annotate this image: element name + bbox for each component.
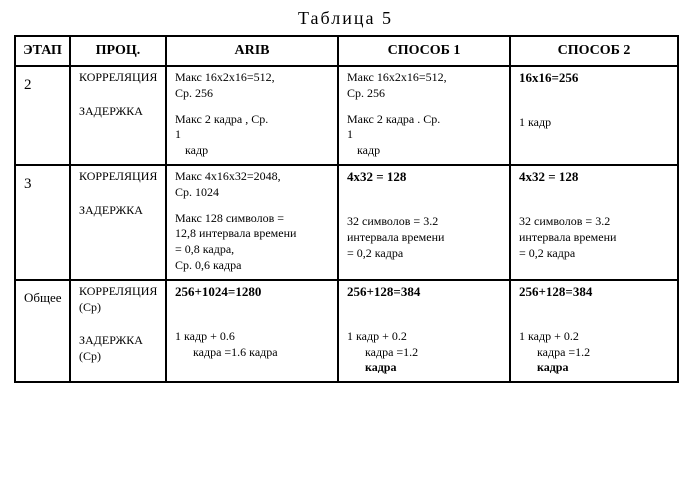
proc-label: КОРРЕЛЯЦИЯ [79,170,159,184]
cell-text: Ср. 256 [347,87,503,101]
cell-arib: Макс 16х2х16=512, Ср. 256 Макс 2 кадра ,… [166,66,338,165]
cell-text: 256+1024=1280 [175,285,331,300]
header-etap: ЭТАП [15,36,70,66]
header-sposob2: СПОСОБ 2 [510,36,678,66]
table-title: Таблица 5 [14,8,677,29]
cell-proc: КОРРЕЛЯЦИЯ ЗАДЕРЖКА [70,66,166,165]
cell-text: 32 символов = 3.2 [519,215,671,229]
cell-arib: Макс 4х16х32=2048, Ср. 1024 Макс 128 сим… [166,165,338,280]
cell-text: кадра [347,361,503,375]
cell-arib: 256+1024=1280 1 кадр + 0.6 кадра =1.6 ка… [166,280,338,382]
cell-sposob1: 256+128=384 1 кадр + 0.2 кадра =1.2 кадр… [338,280,510,382]
cell-text: Ср. 1024 [175,186,331,200]
cell-sposob2: 4х32 = 128 32 символов = 3.2 интервала в… [510,165,678,280]
proc-label: ЗАДЕРЖКА [79,105,159,119]
cell-text: Ср. 256 [175,87,331,101]
proc-label: ЗАДЕРЖКА [79,204,159,218]
cell-sposob1: Макс 16х2х16=512, Ср. 256 Макс 2 кадра .… [338,66,510,165]
cell-text: 1 кадр + 0.6 [175,330,331,344]
cell-text: 1 [175,128,331,142]
cell-text: 12,8 интервала времени [175,227,331,241]
cell-text: Ср. 0,6 кадра [175,259,331,273]
cell-text: 1 кадр [519,116,671,130]
cell-text: кадра =1.2 [347,346,503,360]
cell-text: 1 [347,128,503,142]
proc-label: ЗАДЕРЖКА [79,334,159,348]
cell-text: кадр [347,144,503,158]
proc-label: КОРРЕЛЯЦИЯ [79,285,159,299]
cell-text: кадр [175,144,331,158]
cell-sposob1: 4х32 = 128 32 символов = 3.2 интервала в… [338,165,510,280]
table-row: 3 КОРРЕЛЯЦИЯ ЗАДЕРЖКА Макс 4х16х32=2048,… [15,165,678,280]
cell-text: Макс 16х2х16=512, [175,71,331,85]
cell-etap: 3 [15,165,70,280]
cell-text: Макс 2 кадра . Ср. [347,113,503,127]
table-row: Общее КОРРЕЛЯЦИЯ (Ср) ЗАДЕРЖКА (Ср) 256+… [15,280,678,382]
cell-text: 1 кадр + 0.2 [347,330,503,344]
cell-text: 256+128=384 [347,285,503,300]
proc-label: (Ср) [79,301,159,315]
cell-text: кадра [519,361,671,375]
cell-text: 256+128=384 [519,285,671,300]
cell-sposob2: 256+128=384 1 кадр + 0.2 кадра =1.2 кадр… [510,280,678,382]
cell-proc: КОРРЕЛЯЦИЯ (Ср) ЗАДЕРЖКА (Ср) [70,280,166,382]
cell-text: интервала времени [519,231,671,245]
header-proc: ПРОЦ. [70,36,166,66]
cell-text: Макс 2 кадра , Ср. [175,113,331,127]
cell-text: 32 символов = 3.2 [347,215,503,229]
header-sposob1: СПОСОБ 1 [338,36,510,66]
cell-etap: 2 [15,66,70,165]
cell-text: интервала времени [347,231,503,245]
cell-etap: Общее [15,280,70,382]
cell-text: кадра =1.6 кадра [175,346,331,360]
cell-text: Макс 4х16х32=2048, [175,170,331,184]
header-row: ЭТАП ПРОЦ. ARIB СПОСОБ 1 СПОСОБ 2 [15,36,678,66]
cell-text: Макс 16х2х16=512, [347,71,503,85]
proc-label: КОРРЕЛЯЦИЯ [79,71,159,85]
cell-text: кадра =1.2 [519,346,671,360]
data-table: ЭТАП ПРОЦ. ARIB СПОСОБ 1 СПОСОБ 2 2 КОРР… [14,35,679,383]
cell-text: 1 кадр + 0.2 [519,330,671,344]
cell-text: 16х16=256 [519,71,671,86]
cell-text: = 0,8 кадра, [175,243,331,257]
table-row: 2 КОРРЕЛЯЦИЯ ЗАДЕРЖКА Макс 16х2х16=512, … [15,66,678,165]
header-arib: ARIB [166,36,338,66]
proc-label: (Ср) [79,350,159,364]
cell-text: 4х32 = 128 [519,170,671,185]
cell-text: = 0,2 кадра [347,247,503,261]
cell-text: = 0,2 кадра [519,247,671,261]
cell-proc: КОРРЕЛЯЦИЯ ЗАДЕРЖКА [70,165,166,280]
cell-text: Макс 128 символов = [175,212,331,226]
cell-text: 4х32 = 128 [347,170,503,185]
cell-sposob2: 16х16=256 1 кадр [510,66,678,165]
